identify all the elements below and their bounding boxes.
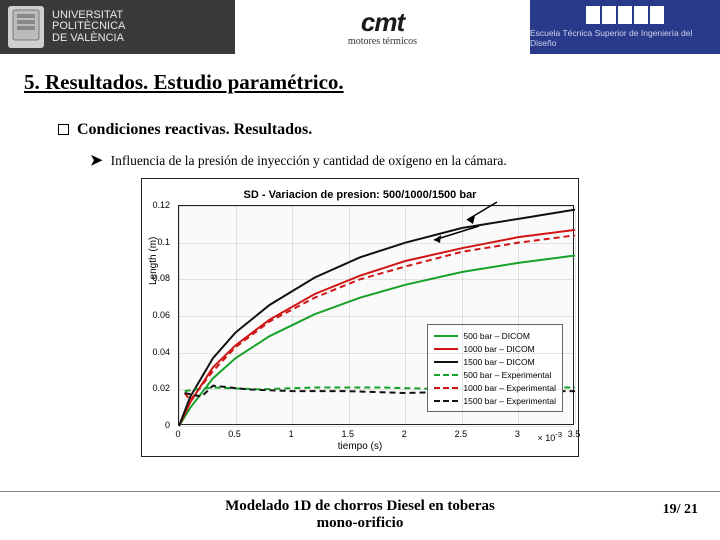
xtick-label: 0 <box>175 429 180 439</box>
xtick-label: 0.5 <box>228 429 241 439</box>
ytick-label: 0.08 <box>152 273 170 283</box>
x-exponent: × 10-3 <box>538 430 562 443</box>
cmt-logo: cmt <box>361 7 404 38</box>
xtick-label: 2 <box>402 429 407 439</box>
ytick-label: 0.02 <box>152 383 170 393</box>
title-row: 5. Resultados. Estudio paramétrico. <box>0 54 720 101</box>
banner-upv: UNIVERSITAT POLITÈCNICA DE VALÈNCIA <box>0 0 235 54</box>
item-text: Influencia de la presión de inyección y … <box>111 153 507 168</box>
arrow-bullet-icon: ➤ <box>90 153 103 169</box>
page-number: 19/ 21 <box>663 502 698 518</box>
footer: Modelado 1D de chorros Diesel en toberas… <box>0 491 720 533</box>
chart-wrap: SD - Variacion de presion: 500/1000/1500… <box>141 178 579 457</box>
footer-title: Modelado 1D de chorros Diesel en toberas… <box>0 498 720 533</box>
ytick-label: 0.12 <box>152 200 170 210</box>
upv-line3: DE VALÈNCIA <box>52 33 125 45</box>
annotation-arrows <box>179 206 573 424</box>
banner-cmt: cmt motores térmicos <box>235 0 530 54</box>
xtick-label: 3 <box>515 429 520 439</box>
xtick-label: 1 <box>289 429 294 439</box>
xtick-label: 2.5 <box>455 429 468 439</box>
page-title: 5. Resultados. Estudio paramétrico. <box>24 70 344 94</box>
xtick-label: 3.5 <box>568 429 581 439</box>
ytick-label: 0 <box>165 420 170 430</box>
banner-etsid: Escuela Técnica Superior de Ingeniería d… <box>530 0 720 54</box>
chart-frame: SD - Variacion de presion: 500/1000/1500… <box>141 178 579 457</box>
etsid-text: Escuela Técnica Superior de Ingeniería d… <box>530 28 720 48</box>
cmt-main: cmt <box>361 7 404 37</box>
xtick-label: 1.5 <box>341 429 354 439</box>
chart-title: SD - Variacion de presion: 500/1000/1500… <box>150 189 570 201</box>
subheading: Condiciones reactivas. Resultados. <box>0 101 720 139</box>
upv-text: UNIVERSITAT POLITÈCNICA DE VALÈNCIA <box>52 10 125 45</box>
footer-title-l1: Modelado 1D de chorros Diesel en toberas <box>0 498 720 515</box>
upv-shield-icon <box>8 6 44 48</box>
top-banner: UNIVERSITAT POLITÈCNICA DE VALÈNCIA cmt … <box>0 0 720 54</box>
ytick-label: 0.06 <box>152 310 170 320</box>
ytick-label: 0.04 <box>152 347 170 357</box>
plot-area: 500 bar – DICOM1000 bar – DICOM1500 bar … <box>178 205 574 425</box>
ytick-label: 0.1 <box>157 237 170 247</box>
subheading-text: Condiciones reactivas. Resultados. <box>77 121 312 138</box>
square-bullet-icon <box>58 124 69 135</box>
etsid-blocks-icon <box>586 6 664 24</box>
cmt-sub: motores térmicos <box>348 36 417 47</box>
item-line: ➤ Influencia de la presión de inyección y… <box>0 139 720 170</box>
x-axis-label: tiempo (s) <box>150 441 570 452</box>
footer-title-l2: mono-orificio <box>0 515 720 532</box>
